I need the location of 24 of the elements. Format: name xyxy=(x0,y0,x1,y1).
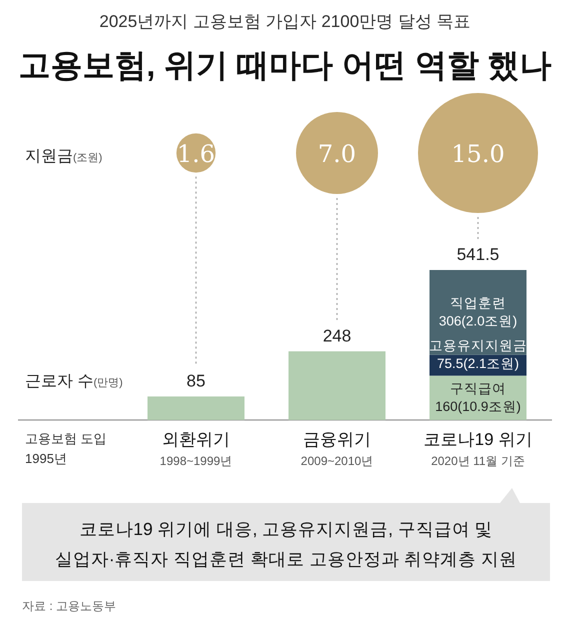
data-label: 7.0 xyxy=(318,140,356,168)
x-tick-label: 금융위기 xyxy=(303,430,371,449)
x-tick-label: 외환위기 xyxy=(162,430,230,449)
total-label: 541.5 xyxy=(456,245,500,264)
text: 2025년까지 고용보험 가입자 2100만명 달성 목표 xyxy=(99,12,471,31)
data-label: 직업훈련 306(2.0조원) xyxy=(438,295,518,328)
text: 고용보험 도입 1995년 xyxy=(25,431,107,466)
data-label: 15.0 xyxy=(451,140,505,168)
x-tick-label: 코로나19 위기 xyxy=(424,430,532,449)
text: 2009~2010년 xyxy=(300,454,374,468)
y-axis-title: 근로자 수(만명) xyxy=(25,373,123,390)
text: 2020년 11월 기준 xyxy=(431,454,525,468)
text: 고용보험, 위기 때마다 어떤 역할 했나 xyxy=(18,47,552,83)
text: 지원금(조원) xyxy=(25,148,102,165)
text: 자료 : 고용노동부 xyxy=(22,599,116,613)
data-label: 85 xyxy=(186,371,206,390)
bar xyxy=(288,351,386,420)
text: 코로나19 위기에 대응, 고용유지지원금, 구직급여 및 실업자·휴직자 직업훈련 확대로 고용안정과 취약계층 지원 xyxy=(54,519,518,569)
bar xyxy=(148,396,244,420)
data-label: 고용유지지원금 75.5(2.1조원) xyxy=(429,338,527,372)
text: 1998~1999년 xyxy=(160,454,232,468)
data-label: 1.6 xyxy=(176,140,216,168)
data-label: 구직급여 160(10.9조원) xyxy=(435,380,521,414)
data-label: 248 xyxy=(322,326,352,346)
